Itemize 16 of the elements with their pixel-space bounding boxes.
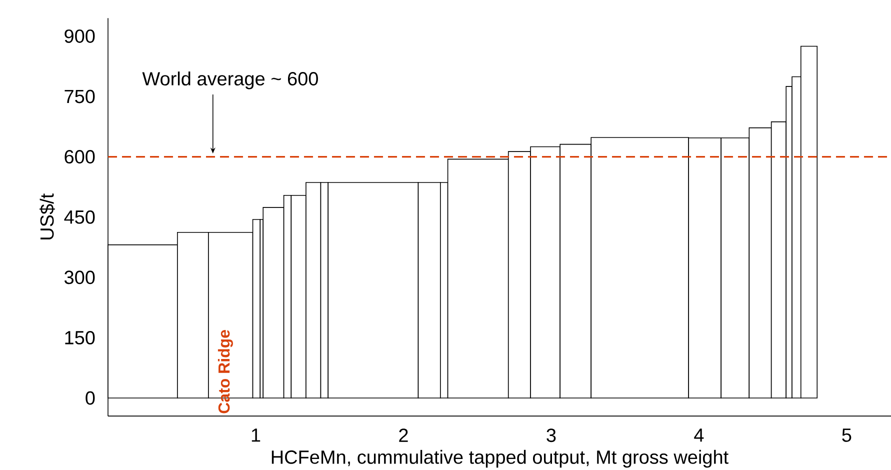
- x-tick-label: 4: [694, 428, 704, 442]
- y-tick-label: 0: [86, 391, 95, 405]
- y-tick-label: 900: [64, 29, 95, 43]
- x-tick-label: 2: [399, 428, 408, 442]
- x-axis-title: HCFeMn, cummulative tapped output, Mt gross weight: [272, 450, 728, 468]
- annotation: Cato Ridge: [218, 330, 233, 414]
- x-tick-label: 5: [842, 428, 852, 442]
- ref-line-label: World average ~ 600: [142, 72, 318, 90]
- y-tick-label: 750: [64, 90, 95, 104]
- y-axis-title: US$/t: [40, 193, 55, 240]
- x-tick-label: 3: [546, 428, 556, 442]
- y-tick-label: 450: [64, 210, 95, 224]
- x-tick-label: 1: [252, 428, 260, 442]
- y-tick-label: 150: [65, 330, 95, 344]
- y-tick-label: 600: [64, 150, 95, 164]
- y-tick-label: 300: [64, 270, 95, 284]
